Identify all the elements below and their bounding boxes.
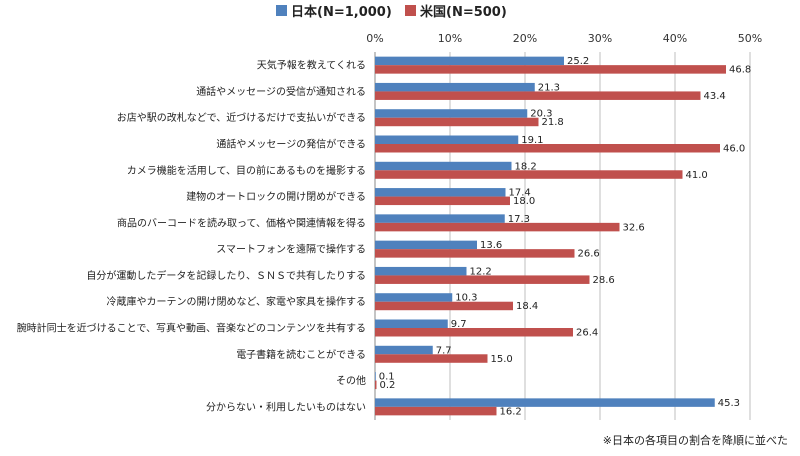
bar-s1-12 <box>375 345 433 355</box>
category-label: 分からない・利用したいものはない <box>206 401 366 413</box>
data-label: 17.4 <box>509 188 531 199</box>
category-label: 通話やメッセージの受信が通知される <box>196 85 366 98</box>
category-label: カメラ機能を活用して、目の前にあるものを撮影する <box>127 164 366 177</box>
data-label: 7.7 <box>436 345 452 356</box>
bar-s1-13 <box>375 372 376 381</box>
bar-s2-4 <box>375 144 720 153</box>
bar-s1-1 <box>375 56 564 66</box>
data-label: 20.3 <box>530 109 552 120</box>
data-label: 17.3 <box>508 214 530 225</box>
bar-s2-6 <box>375 196 510 206</box>
data-label: 18.0 <box>513 196 535 207</box>
chart-legend: 日本(N=1,000) 米国(N=500) <box>276 4 507 20</box>
data-label: 13.6 <box>480 240 502 251</box>
category-label: 自分が運動したデータを記録したり、ＳＮＳで共有したりする <box>86 269 366 282</box>
data-label: 12.2 <box>470 266 492 277</box>
data-label: 0.1 <box>379 372 395 383</box>
bar-s2-2 <box>375 91 701 100</box>
category-label: 冷蔵庫やカーテンの開け閉めなど、家電や家具を操作する <box>107 295 367 308</box>
data-label: 25.2 <box>567 56 589 67</box>
bar-s1-14 <box>375 398 715 407</box>
data-label: 32.6 <box>623 222 645 233</box>
category-label: 電子書籍を読むことができる <box>236 348 366 361</box>
chart-bars <box>375 56 726 416</box>
data-label: 21.8 <box>542 117 564 128</box>
x-tick-label: 30% <box>588 32 612 45</box>
footnote: ※日本の各項目の割合を降順に並べた <box>603 433 788 447</box>
bar-s2-5 <box>375 170 683 179</box>
data-label: 18.4 <box>516 301 538 312</box>
data-label: 21.3 <box>538 82 560 93</box>
legend-swatch-1 <box>276 5 287 16</box>
legend-label-2: 米国(N=500) <box>420 4 507 20</box>
legend-label-1: 日本(N=1,000) <box>291 4 392 20</box>
data-label: 43.4 <box>704 91 726 102</box>
data-label: 28.6 <box>593 275 615 286</box>
category-label: スマートフォンを遠隔で操作する <box>216 243 366 256</box>
data-label: 26.4 <box>576 328 598 339</box>
x-axis-ticks: 0% 10% 20% 30% 40% 50% <box>366 32 762 45</box>
data-labels: 25.2 46.8 21.3 43.4 20.321.8 19.1 46.0 18.2 41.0… <box>379 56 752 417</box>
bar-s1-4 <box>375 135 519 144</box>
data-label: 18.2 <box>515 161 537 172</box>
data-label: 45.3 <box>718 398 740 409</box>
bar-s2-14 <box>375 406 497 416</box>
chart-grid <box>374 52 751 420</box>
x-tick-label: 50% <box>738 32 762 45</box>
bar-s1-7 <box>375 214 505 223</box>
category-label: 腕時計同士を近づけることで、写真や動画、音楽などのコンテンツを共有する <box>17 322 366 335</box>
data-label: 46.8 <box>729 65 751 76</box>
data-label: 9.7 <box>451 319 467 330</box>
bar-s1-3 <box>375 109 528 118</box>
bar-s2-3 <box>375 117 539 127</box>
x-tick-label: 40% <box>663 32 687 45</box>
data-label: 10.3 <box>455 293 477 304</box>
bar-s1-6 <box>375 188 506 197</box>
y-axis-categories: 天気予報を教えてくれる通話やメッセージの受信が通知されるお店や駅の改札などで、近… <box>17 59 366 414</box>
bar-s1-9 <box>375 266 467 276</box>
x-tick-label: 0% <box>366 32 383 45</box>
data-label: 19.1 <box>521 135 543 146</box>
data-label: 0.2 <box>380 380 396 391</box>
bar-s2-8 <box>375 249 575 258</box>
category-label: お店や駅の改札などで、近づけるだけで支払いができる <box>117 111 366 124</box>
bar-s1-10 <box>375 293 453 302</box>
data-label: 15.0 <box>491 354 513 365</box>
data-label: 41.0 <box>686 170 708 181</box>
category-label: 天気予報を教えてくれる <box>257 59 366 72</box>
bar-s2-9 <box>375 275 590 284</box>
bar-s2-13 <box>375 380 377 390</box>
bar-s2-1 <box>375 65 726 74</box>
category-label: 商品のバーコードを読み取って、価格や関連情報を得る <box>117 216 366 229</box>
bar-s1-8 <box>375 240 477 250</box>
legend-swatch-2 <box>405 5 416 16</box>
data-label: 16.2 <box>500 406 522 417</box>
bar-s1-2 <box>375 82 535 92</box>
bar-s2-12 <box>375 354 488 363</box>
data-label: 26.6 <box>578 249 600 260</box>
bar-s2-10 <box>375 301 513 311</box>
bar-s1-5 <box>375 161 512 171</box>
category-label: その他 <box>336 374 366 387</box>
data-label: 46.0 <box>723 144 745 155</box>
bar-s1-11 <box>375 319 448 328</box>
category-label: 通話やメッセージの発信ができる <box>216 138 366 151</box>
x-tick-label: 10% <box>438 32 462 45</box>
bar-s2-7 <box>375 222 620 232</box>
category-label: 建物のオートロックの開け閉めができる <box>186 190 366 203</box>
bar-s2-11 <box>375 328 573 337</box>
x-tick-label: 20% <box>513 32 537 45</box>
